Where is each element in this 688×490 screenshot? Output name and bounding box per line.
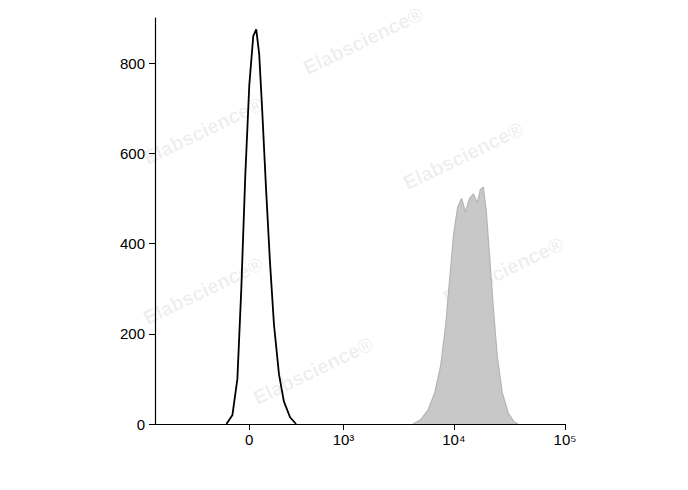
svg-text:Elabscience®: Elabscience® bbox=[439, 232, 567, 309]
svg-text:Elabscience®: Elabscience® bbox=[300, 2, 427, 79]
svg-text:Elabscience®: Elabscience® bbox=[400, 117, 527, 194]
svg-text:Elabscience®: Elabscience® bbox=[250, 332, 377, 409]
svg-text:10⁵: 10⁵ bbox=[554, 431, 577, 448]
svg-text:Elabscience®: Elabscience® bbox=[139, 92, 267, 169]
svg-text:10⁴: 10⁴ bbox=[442, 431, 465, 448]
svg-text:600: 600 bbox=[120, 145, 145, 162]
svg-text:10³: 10³ bbox=[333, 431, 355, 448]
svg-text:0: 0 bbox=[245, 431, 253, 448]
svg-text:800: 800 bbox=[120, 55, 145, 72]
svg-text:400: 400 bbox=[120, 235, 145, 252]
svg-text:200: 200 bbox=[120, 325, 145, 342]
svg-text:Elabscience®: Elabscience® bbox=[140, 252, 267, 329]
svg-text:0: 0 bbox=[137, 416, 145, 433]
